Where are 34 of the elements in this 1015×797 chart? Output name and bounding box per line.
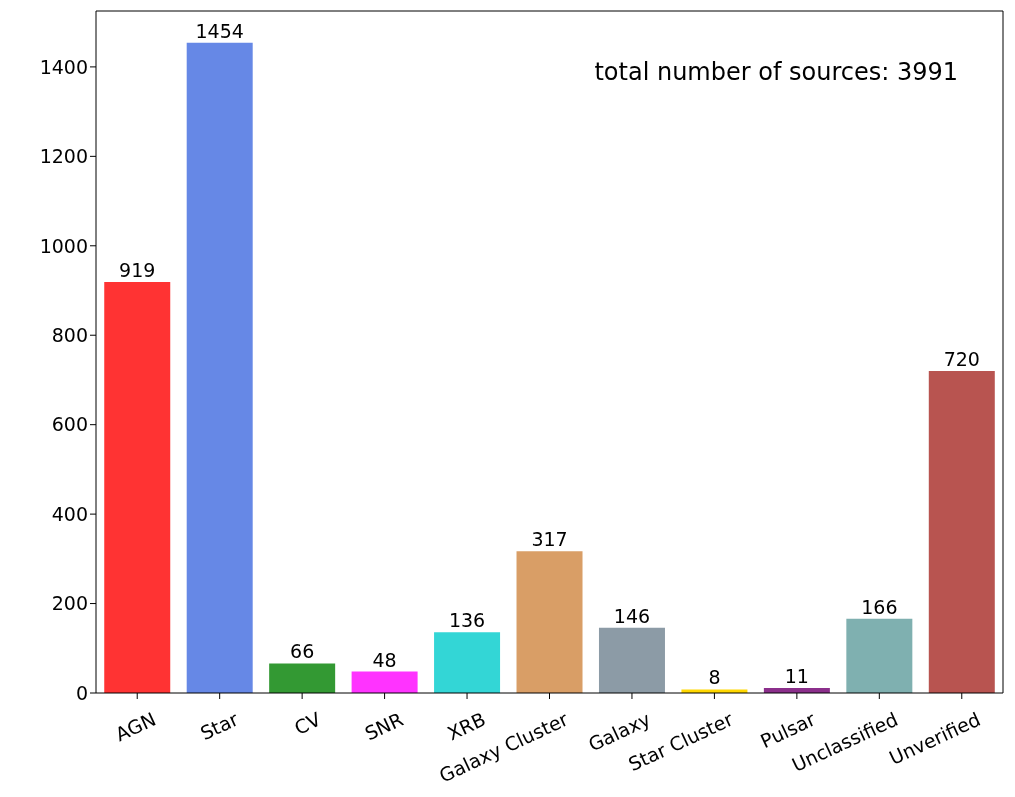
bar bbox=[351, 671, 418, 693]
data-label: 146 bbox=[613, 604, 651, 627]
data-label: 66 bbox=[290, 640, 315, 663]
data-label: 166 bbox=[861, 595, 898, 618]
data-label: 919 bbox=[119, 259, 156, 282]
data-label: 720 bbox=[943, 348, 980, 371]
y-tick-label: 600 bbox=[51, 413, 88, 436]
data-label: 8 bbox=[708, 666, 721, 689]
x-tick-label: AGN bbox=[112, 707, 160, 746]
bar bbox=[846, 618, 913, 693]
data-label: 48 bbox=[372, 648, 397, 671]
data-label: 317 bbox=[531, 528, 568, 551]
y-tick-label: 0 bbox=[75, 681, 88, 704]
y-tick-label: 1000 bbox=[39, 234, 88, 257]
bar bbox=[186, 42, 253, 693]
x-tick-label: Star bbox=[196, 707, 242, 745]
y-tick-label: 400 bbox=[51, 502, 88, 525]
data-label: 11 bbox=[784, 665, 809, 688]
bar bbox=[928, 371, 995, 693]
data-label: 136 bbox=[448, 609, 486, 632]
y-tick-label: 200 bbox=[51, 592, 88, 615]
annotation: total number of sources: 3991 bbox=[594, 58, 958, 86]
x-tick-label: CV bbox=[290, 707, 324, 739]
x-tick-label: SNR bbox=[361, 707, 407, 745]
bar bbox=[269, 663, 336, 693]
bar bbox=[598, 627, 665, 693]
data-label: 1454 bbox=[195, 19, 244, 42]
bar bbox=[104, 282, 171, 693]
y-tick-label: 1400 bbox=[39, 55, 88, 78]
bar bbox=[434, 632, 501, 693]
y-tick-label: 800 bbox=[51, 323, 88, 346]
y-tick-label: 1200 bbox=[39, 145, 88, 168]
bar bbox=[516, 551, 583, 693]
x-tick-label: XRB bbox=[443, 707, 489, 745]
